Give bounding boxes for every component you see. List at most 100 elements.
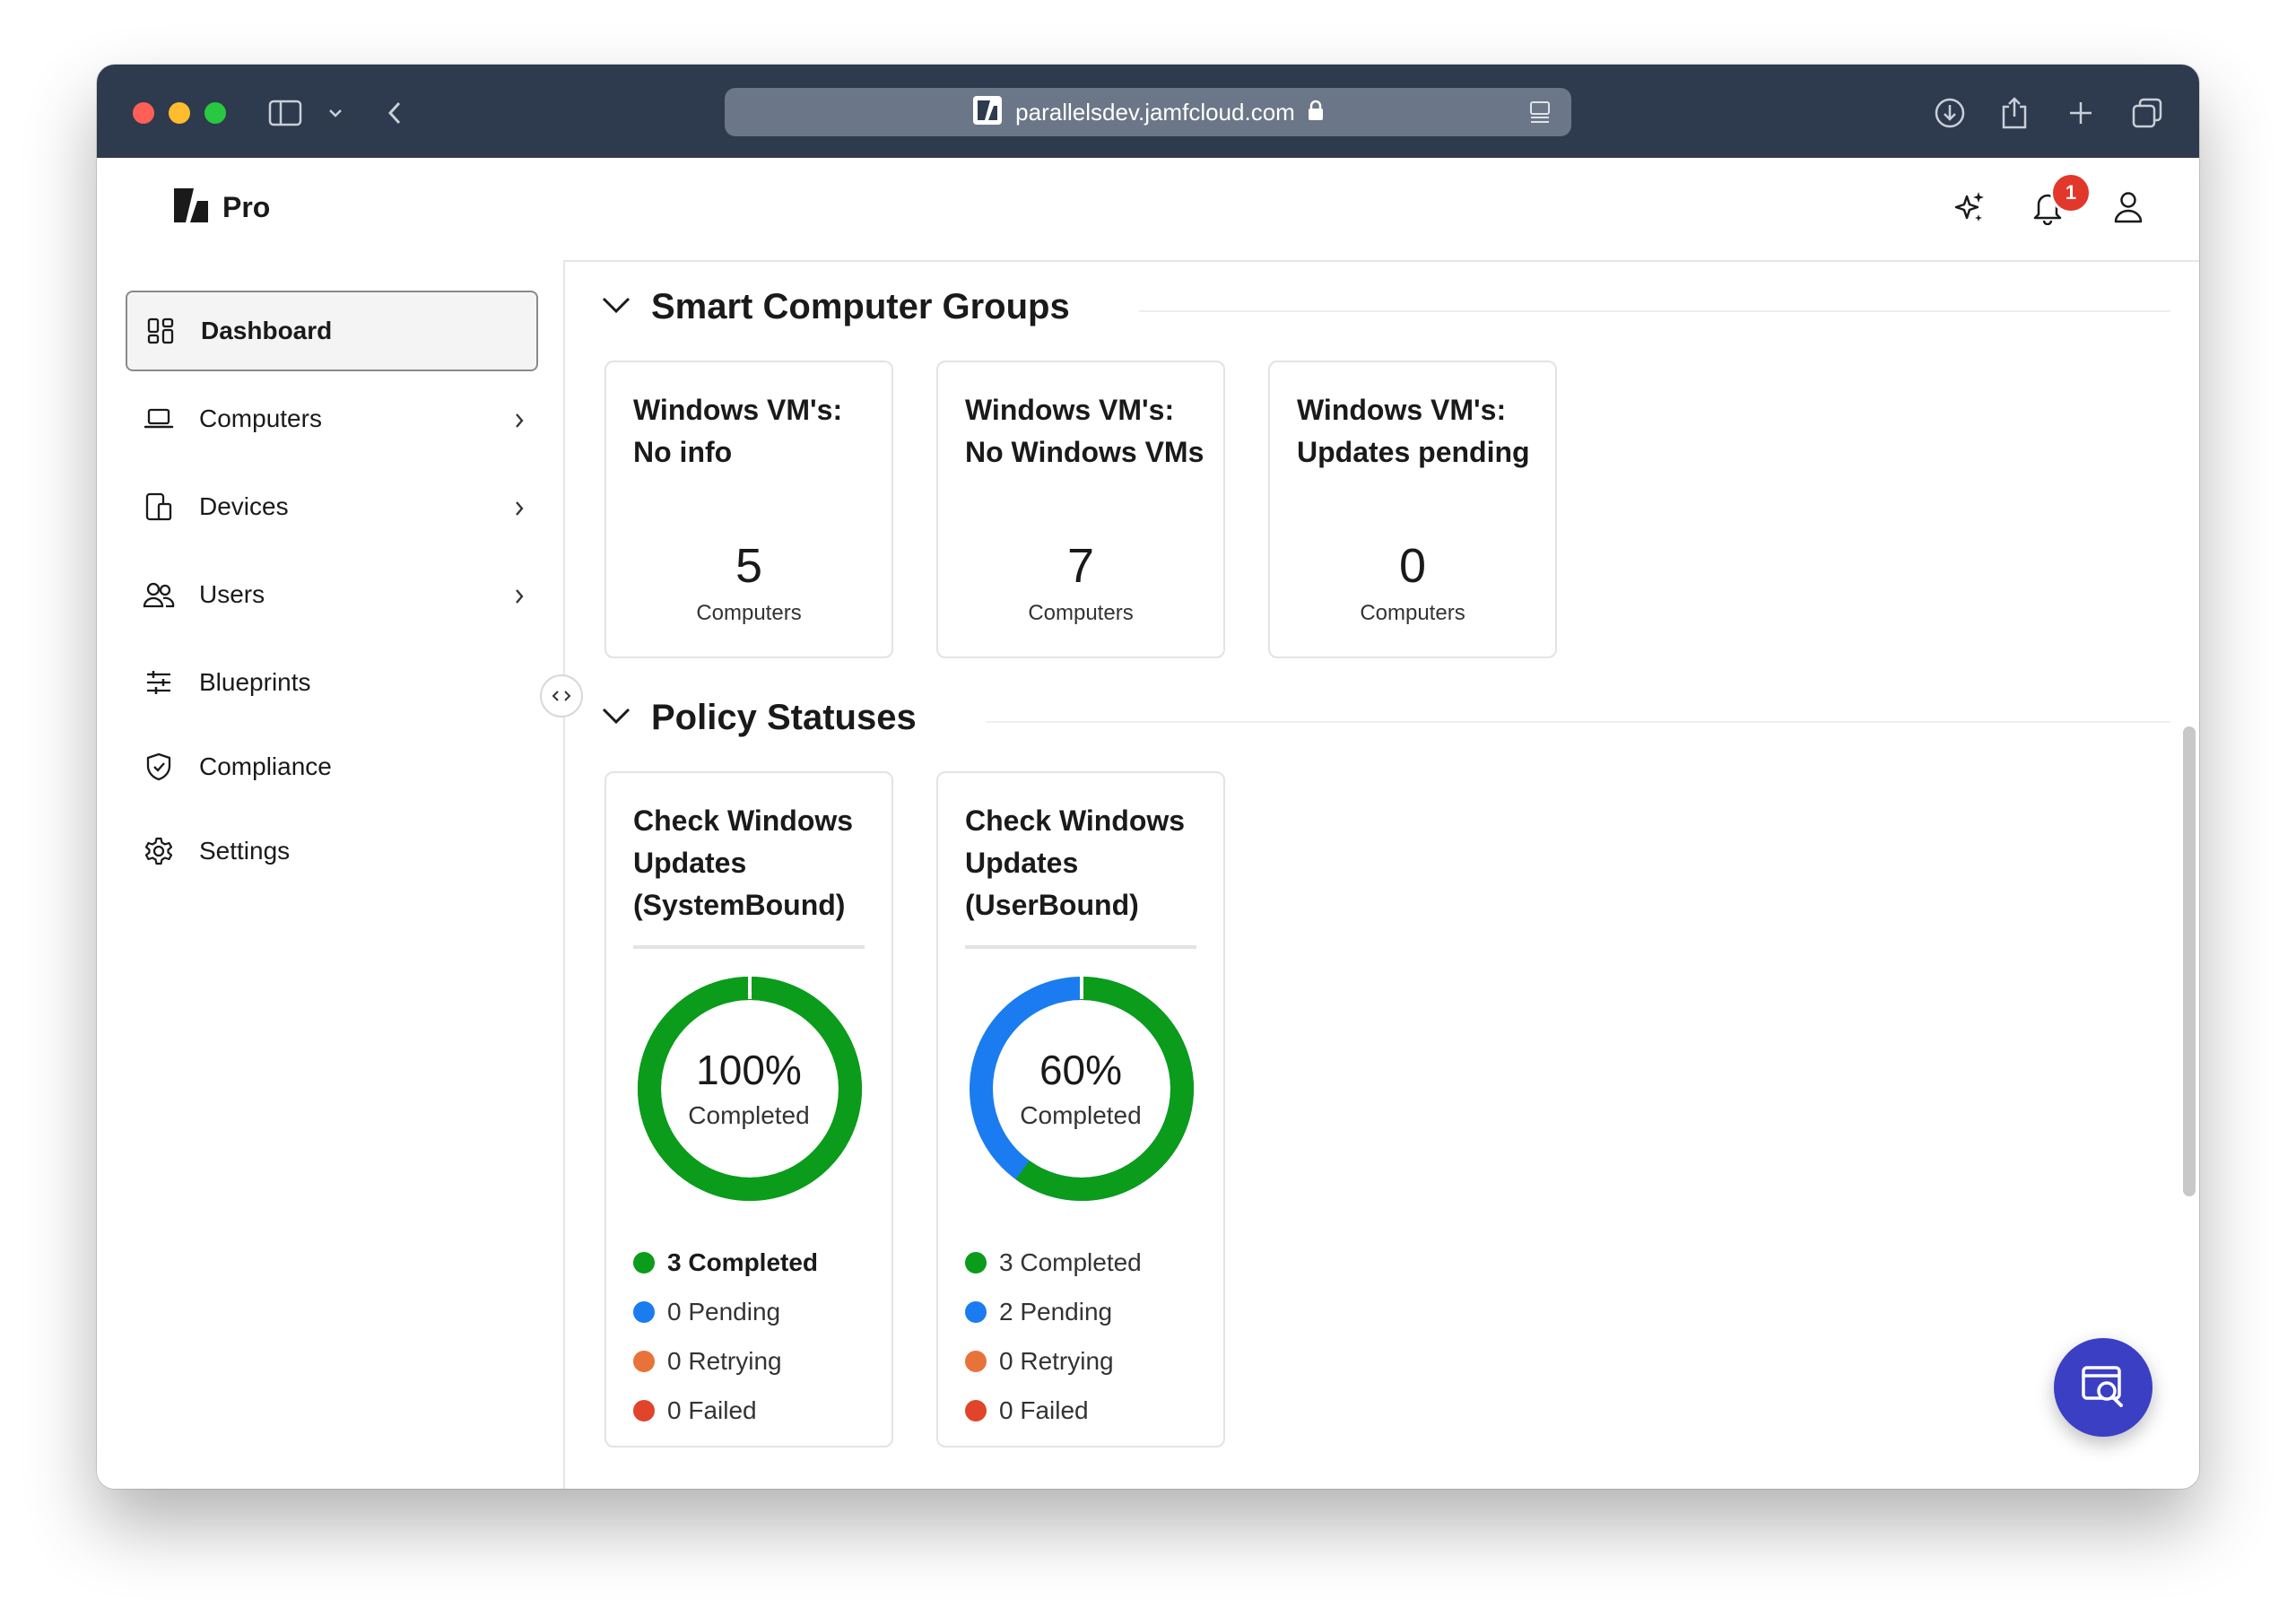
card-title: Windows VM's: Updates pending <box>1297 394 1530 468</box>
share-icon[interactable] <box>1995 93 2034 133</box>
chevron-right-icon <box>513 496 526 525</box>
sidebar-item-computers[interactable]: Computers <box>126 378 538 459</box>
section-title: Policy Statuses <box>651 698 917 737</box>
ai-sparkle-icon[interactable] <box>1946 185 1991 230</box>
card-title: Windows VM's: No info <box>633 394 843 468</box>
policy-card[interactable]: Check Windows Updates (SystemBound) 100%… <box>604 771 893 1447</box>
card-title: Windows VM's: No Windows VMs <box>965 394 1205 468</box>
legend-text: 0 Failed <box>999 1396 1089 1424</box>
failed-dot <box>965 1400 987 1421</box>
browser-toolbar: parallelsdev.jamfcloud.com <box>97 65 2199 158</box>
sidebar-collapse-button[interactable] <box>540 674 583 717</box>
search-document-icon <box>2078 1361 2128 1415</box>
legend-pending: 2 Pending <box>965 1298 1112 1326</box>
section-divider <box>987 721 2170 723</box>
legend-text: 0 Failed <box>667 1396 757 1424</box>
legend-text: 2 Pending <box>999 1298 1113 1326</box>
chevron-down-icon <box>601 707 631 729</box>
browser-window: parallelsdev.jamfcloud.com Pro <box>97 65 2199 1489</box>
smart-group-card[interactable]: Windows VM's: No Windows VMs 7 Computers <box>936 361 1225 658</box>
address-bar[interactable]: parallelsdev.jamfcloud.com <box>725 88 1571 136</box>
legend-text: 3 Completed <box>667 1248 819 1276</box>
sidebar-toggle-icon[interactable] <box>265 93 305 133</box>
card-count: 5 <box>735 539 763 593</box>
completed-dot <box>633 1252 655 1274</box>
sidebar-item-settings[interactable]: Settings <box>126 811 538 891</box>
dashboard-icon <box>144 314 178 348</box>
app-header: Pro 1 <box>97 158 2199 262</box>
devices-icon <box>142 490 176 524</box>
retrying-dot <box>633 1351 655 1372</box>
legend-failed: 0 Failed <box>965 1396 1089 1425</box>
sidebar: Dashboard Computers Devices Users <box>97 260 565 1489</box>
legend-pending: 0 Pending <box>633 1298 780 1326</box>
sidebar-item-label: Compliance <box>199 752 332 780</box>
card-unit: Computers <box>1028 601 1134 625</box>
chevron-down-icon[interactable] <box>316 93 355 133</box>
sidebar-item-blueprints[interactable]: Blueprints <box>126 642 538 723</box>
legend-completed: 3 Completed <box>633 1248 818 1277</box>
zoom-window-button[interactable] <box>204 102 226 124</box>
user-account-icon[interactable] <box>2106 185 2151 230</box>
app-logo[interactable]: Pro <box>172 187 270 229</box>
legend-retrying: 0 Retrying <box>633 1347 782 1376</box>
legend-text: 0 Retrying <box>667 1347 782 1375</box>
card-divider <box>965 945 1196 949</box>
sidebar-item-devices[interactable]: Devices <box>126 466 538 547</box>
sidebar-item-dashboard[interactable]: Dashboard <box>126 291 538 371</box>
section-title: Smart Computer Groups <box>651 287 1070 326</box>
shield-check-icon <box>142 750 176 784</box>
main-scrollbar[interactable] <box>2183 726 2196 1196</box>
download-icon[interactable] <box>1930 93 1970 133</box>
reader-icon[interactable] <box>1528 100 1552 128</box>
laptop-icon <box>142 402 176 436</box>
pending-dot <box>965 1301 987 1323</box>
legend-failed: 0 Failed <box>633 1396 757 1425</box>
gear-icon <box>142 834 176 868</box>
legend-text: 3 Completed <box>999 1248 1142 1276</box>
chevron-down-icon <box>601 296 631 318</box>
sidebar-item-users[interactable]: Users <box>126 554 538 635</box>
policy-card[interactable]: Check Windows Updates (UserBound) 60% Co… <box>936 771 1225 1447</box>
card-title: Check Windows Updates (UserBound) <box>965 804 1186 921</box>
tab-overview-icon[interactable] <box>2127 93 2167 133</box>
completion-donut-chart <box>638 976 862 1201</box>
card-count: 7 <box>1066 539 1095 593</box>
site-favicon-icon <box>972 95 1003 130</box>
completion-percent: 100% <box>696 1047 802 1093</box>
sidebar-item-compliance[interactable]: Compliance <box>126 726 538 807</box>
retrying-dot <box>965 1351 987 1372</box>
smart-groups-header[interactable]: Smart Computer Groups <box>601 287 1070 327</box>
policy-statuses-header[interactable]: Policy Statuses <box>601 698 917 738</box>
card-title: Check Windows Updates (SystemBound) <box>633 804 854 921</box>
card-unit: Computers <box>696 601 802 625</box>
completion-label: Completed <box>688 1101 810 1129</box>
section-divider <box>1139 310 2170 312</box>
card-count: 0 <box>1398 539 1427 593</box>
legend-text: 0 Retrying <box>999 1347 1114 1375</box>
back-icon[interactable] <box>375 93 414 133</box>
inventory-search-button[interactable] <box>2054 1338 2152 1437</box>
sidebar-item-label: Settings <box>199 837 291 865</box>
app-name: Pro <box>222 191 271 223</box>
pending-dot <box>633 1301 655 1323</box>
chevron-right-icon <box>513 584 526 613</box>
sidebar-item-label: Users <box>199 580 265 608</box>
lock-icon <box>1308 100 1324 126</box>
users-icon <box>142 578 176 612</box>
main-content: Smart Computer Groups Windows VM's: No i… <box>565 260 2199 1489</box>
sidebar-item-label: Devices <box>199 492 289 520</box>
smart-group-card[interactable]: Windows VM's: Updates pending 0 Computer… <box>1268 361 1557 658</box>
close-window-button[interactable] <box>133 102 154 124</box>
chevron-right-icon <box>513 408 526 437</box>
sliders-icon <box>142 665 176 700</box>
sidebar-item-label: Blueprints <box>199 668 311 696</box>
minimize-window-button[interactable] <box>169 102 190 124</box>
card-divider <box>633 945 865 949</box>
jamf-logo-icon <box>172 187 210 229</box>
completion-label: Completed <box>1020 1101 1142 1129</box>
new-tab-icon[interactable] <box>2061 93 2100 133</box>
sidebar-item-label: Dashboard <box>201 317 333 344</box>
smart-group-card[interactable]: Windows VM's: No info 5 Computers <box>604 361 893 658</box>
completed-dot <box>965 1252 987 1274</box>
